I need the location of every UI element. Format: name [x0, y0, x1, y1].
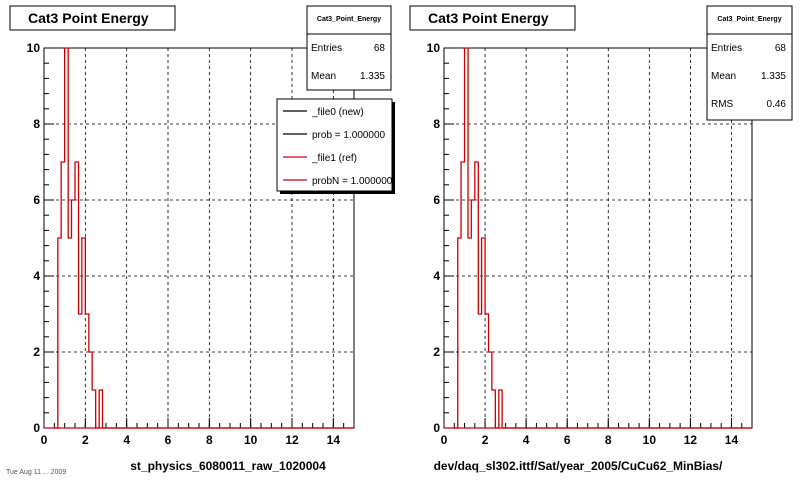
- x-axis-label: st_physics_6080011_raw_1020004: [130, 459, 326, 473]
- legend-entry: prob = 1.000000: [312, 130, 386, 141]
- stats-label: RMS: [711, 99, 734, 110]
- y-tick-label: 4: [33, 269, 40, 283]
- y-tick-label: 6: [433, 193, 440, 207]
- y-tick-label: 0: [33, 421, 40, 435]
- y-tick-label: 2: [433, 345, 440, 359]
- x-tick-label: 14: [327, 433, 341, 447]
- stats-value: 1.335: [360, 71, 385, 82]
- y-tick-label: 10: [27, 41, 41, 55]
- y-tick-label: 8: [433, 117, 440, 131]
- stats-value: 1.335: [761, 71, 786, 82]
- x-tick-label: 4: [523, 433, 530, 447]
- x-tick-label: 8: [605, 433, 612, 447]
- title-box: [409, 5, 576, 31]
- legend-entry: probN = 1.000000: [312, 176, 393, 187]
- chart-title: Cat3 Point Energy: [428, 10, 549, 26]
- title-box: [9, 5, 176, 31]
- stats-value: 0.46: [767, 99, 787, 110]
- stats-value: 68: [775, 43, 787, 54]
- stats-value: 68: [374, 43, 386, 54]
- x-tick-label: 4: [123, 433, 130, 447]
- x-tick-label: 8: [206, 433, 213, 447]
- stats-label: Mean: [711, 71, 736, 82]
- x-tick-label: 14: [725, 433, 739, 447]
- x-tick-label: 10: [643, 433, 657, 447]
- stats-box: [306, 5, 392, 91]
- plot-frame: [443, 47, 753, 429]
- stats-title: Cat3_Point_Energy: [717, 16, 781, 23]
- x-tick-label: 0: [441, 433, 448, 447]
- stats-label: Mean: [311, 71, 336, 82]
- legend-box: [276, 98, 393, 192]
- x-tick-label: 12: [684, 433, 698, 447]
- left-histogram-pad: Cat3 Point Energy 0 2 4 6 8 10 12 140246810st_p…: [9, 5, 395, 473]
- y-tick-label: 2: [33, 345, 40, 359]
- stats-label: Entries: [711, 43, 742, 54]
- y-tick-label: 6: [33, 193, 40, 207]
- y-tick-label: 4: [433, 269, 440, 283]
- legend-entry: _file0 (new): [311, 107, 364, 118]
- legend-entry: _file1 (ref): [311, 153, 357, 164]
- footer-note: Tue Aug 11 ... 2009: [6, 469, 66, 476]
- x-axis-label: dev/daq_sl302.ittf/Sat/year_2005/CuCu62_…: [434, 459, 723, 473]
- x-tick-label: 12: [285, 433, 299, 447]
- x-tick-label: 2: [82, 433, 89, 447]
- x-tick-label: 2: [482, 433, 489, 447]
- stats-title: Cat3_Point_Energy: [317, 16, 381, 23]
- y-tick-label: 0: [433, 421, 440, 435]
- stats-box: [706, 5, 793, 121]
- y-tick-label: 10: [427, 41, 441, 55]
- x-tick-label: 6: [165, 433, 172, 447]
- stats-label: Entries: [311, 43, 342, 54]
- x-tick-label: 6: [564, 433, 571, 447]
- chart-title: Cat3 Point Energy: [28, 10, 149, 26]
- x-tick-label: 10: [244, 433, 258, 447]
- y-tick-label: 8: [33, 117, 40, 131]
- x-tick-label: 0: [41, 433, 48, 447]
- right-histogram-pad: Cat3 Point Energy 0 2 4 6 8 10 12 140246810dev/…: [409, 5, 793, 473]
